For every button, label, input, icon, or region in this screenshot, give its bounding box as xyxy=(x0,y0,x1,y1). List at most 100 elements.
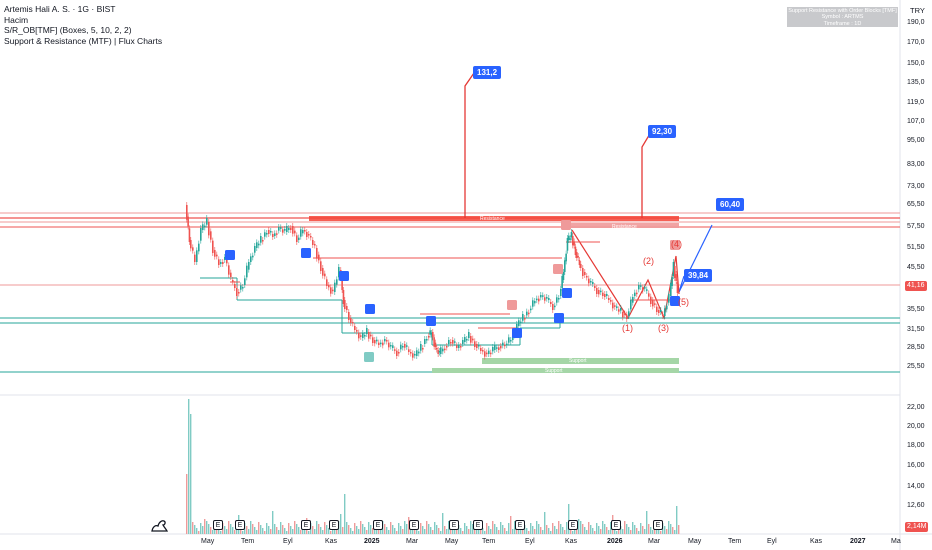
earnings-badge[interactable]: E xyxy=(235,520,245,530)
volume-bar xyxy=(632,522,634,534)
currency-label[interactable]: TRY xyxy=(910,6,925,15)
price-candle xyxy=(568,235,570,240)
price-candle xyxy=(430,333,433,335)
resistance-label-1: Resistance xyxy=(480,216,505,222)
price-candle xyxy=(584,272,586,275)
volume-bar xyxy=(258,522,260,534)
volume-bar xyxy=(356,526,358,534)
volume-bar xyxy=(634,525,636,534)
volume-bar xyxy=(496,527,498,534)
price-candle xyxy=(386,340,388,342)
volume-bar xyxy=(542,530,544,534)
volume-bar xyxy=(408,517,410,534)
price-candle xyxy=(372,337,374,343)
price-candle xyxy=(324,273,326,277)
volume-bar xyxy=(298,527,300,534)
volume-indicator-label[interactable]: Hacim xyxy=(4,14,29,25)
price-candle xyxy=(524,318,526,320)
ob-marker-icon xyxy=(512,328,522,338)
earnings-badge[interactable]: E xyxy=(568,520,578,530)
volume-bar xyxy=(540,527,542,534)
price-tick: 190,0 xyxy=(907,19,925,26)
time-tick: May xyxy=(445,538,459,545)
price-candle xyxy=(675,274,677,281)
earnings-badge[interactable]: E xyxy=(409,520,419,530)
volume-bar xyxy=(268,526,270,534)
volume-bar xyxy=(584,527,586,534)
price-candle xyxy=(252,255,254,258)
price-candle xyxy=(670,283,672,296)
price-candle xyxy=(429,330,431,335)
price-candle xyxy=(360,335,362,337)
earnings-badge[interactable]: E xyxy=(329,520,339,530)
price-candle xyxy=(384,339,386,342)
volume-bar xyxy=(186,474,188,534)
volume-bar xyxy=(398,523,400,534)
price-candle xyxy=(286,226,288,232)
volume-bar xyxy=(548,528,550,534)
volume-bar xyxy=(254,527,256,534)
chart-legend: Artemis Hali A. S. · 1G · BIST Hacim S/R… xyxy=(4,4,162,46)
volume-bar xyxy=(670,524,672,534)
price-candle xyxy=(228,265,230,275)
volume-bar xyxy=(274,524,276,534)
volume-bar xyxy=(474,527,476,534)
price-candle xyxy=(246,265,248,278)
target-callout-3[interactable]: 60,40 xyxy=(716,198,745,211)
sr-ob-indicator-label[interactable]: S/R_OB[TMF] (Boxes, 5, 10, 2, 2) xyxy=(4,25,132,35)
volume-bar xyxy=(674,530,676,534)
earnings-badge[interactable]: E xyxy=(373,520,383,530)
price-candle xyxy=(654,303,656,305)
price-candle xyxy=(564,260,566,272)
volume-bar xyxy=(544,512,546,534)
price-candle xyxy=(508,337,510,343)
target-callout-4[interactable]: 39,84 xyxy=(684,269,713,282)
price-candle xyxy=(280,227,282,229)
price-candle xyxy=(270,231,272,233)
tradingview-logo-icon[interactable] xyxy=(150,517,168,533)
earnings-badge[interactable]: E xyxy=(213,520,223,530)
target-callout-1[interactable]: 131,2 xyxy=(473,66,502,79)
price-candle xyxy=(318,254,320,261)
earnings-badge[interactable]: E xyxy=(611,520,621,530)
volume-bar xyxy=(286,531,288,534)
time-tick: Tem xyxy=(241,538,255,545)
earnings-badge[interactable]: E xyxy=(449,520,459,530)
flux-sr-indicator-label[interactable]: Support & Resistance (MTF) | Flux Charts xyxy=(4,35,163,46)
target-line xyxy=(641,131,652,218)
price-candle xyxy=(596,288,598,294)
info-line-1: Support Resistance with Order Blocks [TM… xyxy=(788,8,897,14)
ob-marker-icon xyxy=(364,352,374,362)
price-tick: 107,0 xyxy=(907,118,925,125)
price-candle xyxy=(608,298,610,300)
volume-bar xyxy=(418,531,420,534)
volume-bar xyxy=(606,527,608,534)
volume-bar xyxy=(488,526,490,534)
price-candle xyxy=(656,306,658,312)
volume-bar xyxy=(368,522,370,534)
earnings-badge[interactable]: E xyxy=(301,520,311,530)
time-tick: May xyxy=(201,538,215,545)
price-tick: 150,0 xyxy=(907,60,925,67)
price-candle xyxy=(354,326,356,330)
price-candle xyxy=(460,346,462,348)
volume-bar xyxy=(604,524,606,534)
earnings-badge[interactable]: E xyxy=(515,520,525,530)
volume-bar xyxy=(464,523,466,534)
volume-bar xyxy=(392,525,394,534)
volume-bar xyxy=(220,531,222,534)
volume-bar xyxy=(234,530,236,534)
earnings-badge[interactable]: E xyxy=(653,520,663,530)
volume-bar xyxy=(588,522,590,534)
target-callout-2[interactable]: 92,30 xyxy=(648,125,677,138)
volume-bar xyxy=(512,529,514,534)
volume-bar xyxy=(280,522,282,534)
price-candle xyxy=(561,276,563,288)
price-candle xyxy=(518,320,520,326)
volume-bar xyxy=(344,494,346,534)
earnings-badge[interactable]: E xyxy=(473,520,483,530)
price-candle xyxy=(428,336,430,338)
symbol-title[interactable]: Artemis Hali A. S. · 1G · BIST xyxy=(4,4,116,14)
price-candle xyxy=(214,250,216,257)
